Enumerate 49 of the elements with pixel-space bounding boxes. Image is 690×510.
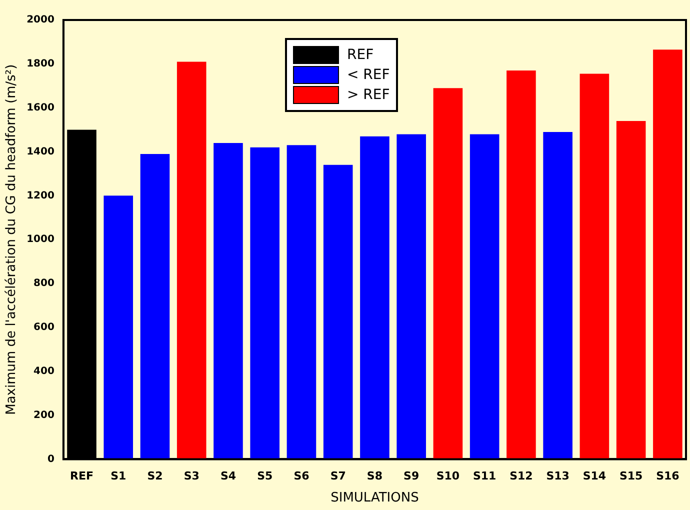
y-tick-label: 1200 <box>26 190 54 202</box>
bar <box>176 62 206 460</box>
bar <box>140 154 170 460</box>
x-tick-label: S13 <box>546 470 570 483</box>
x-tick-label: REF <box>70 470 94 483</box>
y-tick-label: 1400 <box>26 146 54 158</box>
x-tick-label: S12 <box>510 470 533 483</box>
bar <box>506 70 536 460</box>
bar <box>104 196 134 460</box>
x-tick-label: S16 <box>656 470 680 483</box>
x-tick-label: S4 <box>220 470 236 483</box>
x-tick-label: S8 <box>366 470 383 483</box>
bar <box>543 132 572 460</box>
bar <box>653 50 682 460</box>
y-tick-label: 0 <box>47 454 54 465</box>
x-tick-label: S2 <box>147 470 163 483</box>
bar <box>323 164 353 460</box>
y-tick-label: 600 <box>34 322 54 334</box>
x-tick-label: S10 <box>436 470 460 483</box>
bar <box>470 134 500 460</box>
legend-label: < REF <box>347 67 390 83</box>
y-axis-title: Maximum de l'accélération du CG du headform (m/s²) <box>4 64 20 415</box>
x-tick-label: S3 <box>184 470 200 483</box>
bar <box>360 136 390 460</box>
x-tick-label: S5 <box>257 470 273 483</box>
y-tick-label: 1600 <box>26 102 54 114</box>
x-tick-label: S9 <box>404 470 420 483</box>
bar <box>396 134 426 460</box>
x-axis-title: SIMULATIONS <box>330 490 419 506</box>
bar <box>250 147 280 460</box>
x-tick-label: S11 <box>472 470 496 483</box>
bar <box>580 74 610 460</box>
x-tick-label: S7 <box>330 470 346 483</box>
y-tick-label: 1800 <box>26 58 54 70</box>
bar <box>214 142 243 460</box>
legend-label: > REF <box>347 87 390 103</box>
x-tick-label: S1 <box>110 470 126 483</box>
y-tick-label: 800 <box>34 278 54 290</box>
x-tick-label: S6 <box>294 470 310 483</box>
y-tick-label: 200 <box>34 410 54 421</box>
y-tick-label: 400 <box>34 366 54 377</box>
bar <box>616 121 646 460</box>
bar <box>433 88 463 460</box>
y-tick-label: 1000 <box>26 234 54 246</box>
bar <box>286 145 316 460</box>
x-tick-label: S14 <box>582 470 606 483</box>
x-tick-label: S15 <box>619 470 643 483</box>
y-tick-label: 2000 <box>26 14 54 26</box>
legend-label: REF <box>347 47 374 63</box>
